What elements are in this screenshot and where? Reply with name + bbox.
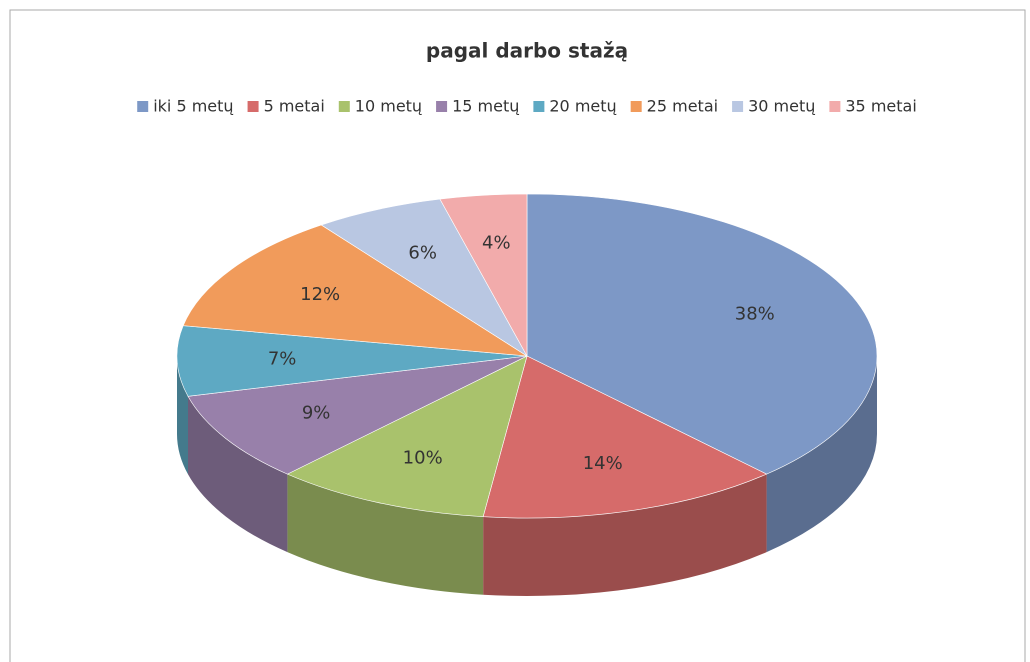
legend-label: iki 5 metų	[153, 97, 233, 116]
legend-swatch	[436, 101, 448, 112]
legend-label: 20 metų	[549, 97, 616, 116]
pie-slice	[482, 355, 768, 519]
data-label: 12%	[300, 284, 340, 305]
legend-swatch	[732, 101, 744, 112]
legend: iki 5 metų 5 metai 10 metų 15 metų 20 metų 25…	[137, 97, 917, 116]
pie-slice	[176, 325, 528, 397]
legend-label: 25 metai	[647, 97, 718, 116]
chart-title: pagal darbo stažą	[426, 39, 628, 63]
data-label: 6%	[408, 242, 437, 263]
legend-label: 10 metų	[355, 97, 422, 116]
data-label: 10%	[403, 448, 443, 469]
legend-label: 30 metų	[748, 97, 815, 116]
legend-label: 15 metų	[452, 97, 519, 116]
pie-side	[766, 356, 877, 553]
legend-swatch	[338, 101, 350, 112]
data-label: 9%	[302, 403, 331, 424]
pie-side	[483, 474, 767, 596]
pie-slice	[320, 198, 528, 357]
legend-label: 35 metai	[845, 97, 916, 116]
pie-slice	[286, 355, 528, 518]
data-label: 38%	[735, 303, 775, 324]
legend-swatch	[533, 101, 545, 112]
pie-side	[177, 356, 188, 475]
pie-slice	[182, 224, 528, 357]
legend-swatch	[137, 101, 149, 112]
pie-slice	[526, 193, 878, 475]
pie-side	[287, 474, 484, 595]
legend-swatch	[247, 101, 259, 112]
legend-swatch	[829, 101, 841, 112]
pie-slice	[439, 193, 528, 358]
data-label: 14%	[583, 453, 623, 474]
pie-side	[187, 396, 288, 553]
legend-swatch	[630, 101, 642, 112]
data-label: 7%	[268, 349, 297, 370]
data-label: 4%	[482, 232, 511, 253]
legend-label: 5 metai	[264, 97, 325, 116]
pie-slice	[187, 355, 528, 475]
